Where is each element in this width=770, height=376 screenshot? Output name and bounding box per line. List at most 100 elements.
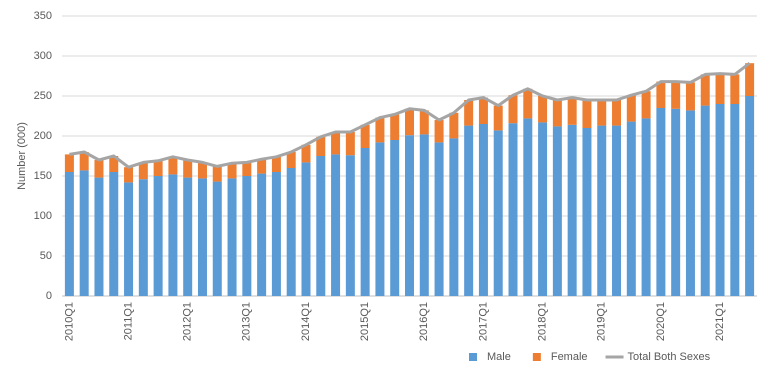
- legend-marker: [532, 353, 541, 361]
- bar: [301, 144, 311, 163]
- x-tick-label: 2016Q1: [418, 302, 430, 341]
- bar: [168, 174, 178, 296]
- x-tick-label: 2012Q1: [182, 302, 194, 341]
- legend-marker: [469, 353, 477, 361]
- y-tick-label: 50: [40, 250, 52, 262]
- x-tick-label: 2021Q1: [714, 302, 726, 341]
- legend-label: Male: [487, 351, 511, 363]
- bar: [626, 95, 636, 122]
- bar: [582, 100, 592, 128]
- bar: [331, 132, 341, 155]
- bar: [79, 170, 89, 296]
- bar: [94, 177, 104, 296]
- bar: [271, 156, 281, 172]
- bar: [597, 125, 607, 296]
- bar: [168, 156, 178, 175]
- y-tick-label: 250: [34, 90, 52, 102]
- bar: [612, 100, 622, 126]
- bar: [478, 124, 488, 296]
- bar: [227, 163, 237, 179]
- legend-label: Total Both Sexes: [628, 351, 711, 363]
- bar: [212, 181, 222, 296]
- bar: [597, 100, 607, 126]
- x-tick-label: 2015Q1: [359, 302, 371, 341]
- bar: [449, 112, 459, 139]
- bar: [79, 152, 89, 171]
- x-tick-label: 2020Q1: [655, 302, 667, 341]
- bar: [700, 74, 710, 106]
- y-tick-label: 150: [34, 170, 52, 182]
- y-tick-label: 0: [46, 290, 52, 302]
- bar: [745, 96, 755, 296]
- bar: [109, 172, 119, 296]
- bar: [745, 63, 755, 96]
- bar: [730, 104, 740, 296]
- bar: [434, 120, 444, 143]
- bar: [183, 177, 193, 296]
- bar: [567, 97, 577, 125]
- bar: [523, 88, 533, 119]
- legend-label: Female: [551, 351, 588, 363]
- bar: [656, 81, 666, 108]
- bar: [360, 124, 370, 148]
- bar: [508, 95, 518, 124]
- bar: [582, 128, 592, 296]
- bar: [700, 105, 710, 296]
- x-tick-label: 2013Q1: [241, 302, 253, 341]
- bar: [552, 126, 562, 297]
- bar: [419, 134, 429, 296]
- bar: [449, 138, 459, 296]
- bar: [257, 173, 267, 296]
- bar: [493, 105, 503, 131]
- bar: [493, 130, 503, 296]
- y-tick-label: 100: [34, 210, 52, 222]
- bar: [64, 172, 74, 296]
- bar: [301, 162, 311, 296]
- bar: [64, 154, 74, 172]
- bar: [197, 178, 207, 296]
- bar: [656, 108, 666, 296]
- bar: [94, 160, 104, 178]
- bar: [464, 100, 474, 126]
- bar: [153, 160, 163, 176]
- bar: [390, 140, 400, 296]
- bar: [227, 178, 237, 296]
- bar: [685, 82, 695, 111]
- y-tick-label: 300: [34, 50, 52, 62]
- bar: [109, 156, 119, 172]
- bar: [508, 123, 518, 296]
- bar: [242, 176, 252, 296]
- bar: [671, 108, 681, 296]
- bar: [567, 124, 577, 296]
- x-tick-label: 2014Q1: [300, 302, 312, 341]
- bar: [138, 162, 148, 180]
- bar: [552, 100, 562, 127]
- bar: [685, 110, 695, 297]
- bar: [434, 142, 444, 296]
- bar: [715, 104, 725, 296]
- bar: [375, 142, 385, 296]
- bar: [626, 121, 636, 296]
- bar: [405, 135, 414, 296]
- x-tick-label: 2017Q1: [477, 302, 489, 341]
- bar: [183, 160, 193, 178]
- bar: [138, 179, 148, 296]
- bar: [124, 182, 134, 296]
- bar: [271, 172, 281, 296]
- bar: [212, 166, 222, 182]
- bar: [286, 152, 296, 168]
- x-tick-label: 2019Q1: [596, 302, 608, 341]
- bar: [375, 117, 385, 143]
- bar: [405, 108, 414, 136]
- x-tick-label: 2010Q1: [63, 302, 75, 341]
- bar: [345, 132, 355, 156]
- bar: [257, 159, 267, 174]
- bar: [478, 97, 488, 124]
- x-tick-label: 2011Q1: [122, 302, 134, 340]
- bar: [345, 155, 355, 296]
- x-tick-label: 2018Q1: [536, 302, 548, 341]
- bar: [331, 154, 341, 296]
- bar: [242, 162, 252, 176]
